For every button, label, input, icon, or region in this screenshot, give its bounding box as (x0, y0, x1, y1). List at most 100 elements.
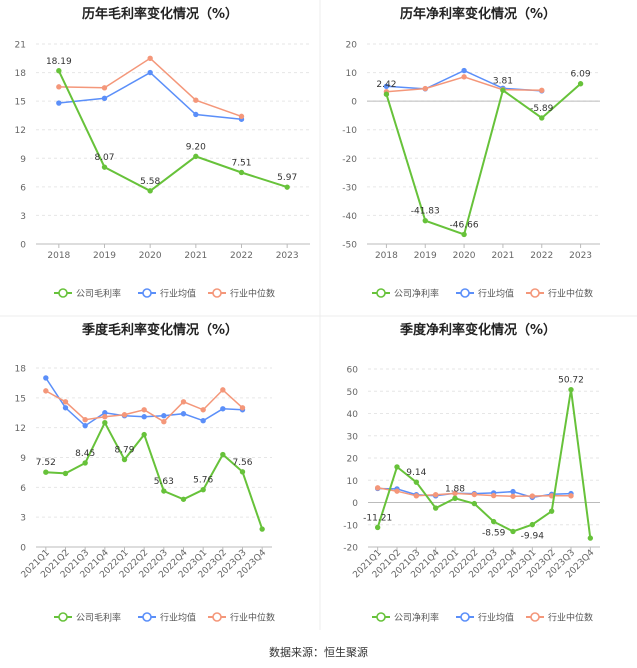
data-point (82, 460, 88, 466)
data-point (422, 85, 428, 92)
series-line (57, 70, 288, 193)
data-point (422, 217, 428, 224)
series-line (385, 82, 582, 236)
y-tick-label: -10 (342, 126, 357, 136)
x-tick-label: 2023 (569, 251, 592, 261)
data-point (374, 524, 381, 531)
data-label: 7.56 (232, 458, 252, 468)
data-label: 7.51 (231, 158, 251, 168)
data-point (490, 492, 497, 499)
y-tick-label: 0 (351, 98, 357, 108)
data-point (413, 493, 420, 499)
series-line (386, 69, 542, 92)
x-tick-label: 2022 (530, 251, 553, 261)
legend-marker (530, 612, 540, 622)
data-point (548, 508, 555, 514)
legend-marker (460, 288, 470, 298)
data-point (220, 387, 226, 393)
y-tick-label: 12 (15, 424, 26, 434)
data-point (101, 95, 108, 101)
legend-label: 公司净利率 (394, 288, 439, 300)
data-point (147, 55, 153, 61)
data-point (121, 412, 128, 418)
legend-item-avg: 行业均值 (138, 288, 196, 300)
data-point (510, 493, 516, 499)
data-point (394, 464, 400, 470)
x-tick-label: 2021 (184, 251, 207, 261)
data-label: 3.81 (493, 76, 513, 86)
data-point (510, 528, 516, 535)
data-point (568, 493, 574, 499)
data-label: 8.07 (94, 153, 114, 163)
data-label: 9.20 (186, 142, 206, 152)
data-label: 50.72 (558, 376, 584, 386)
data-point (82, 422, 88, 429)
data-point (383, 83, 390, 89)
y-tick-label: -40 (342, 212, 357, 222)
series-company: 18.19 8.07 5.58 9.20 7.51 5.97 (46, 57, 297, 194)
data-point (161, 413, 167, 419)
data-label: -11.21 (363, 513, 392, 523)
data-label: 5.58 (140, 177, 160, 187)
y-tick-label: 50 (347, 388, 359, 398)
data-point (284, 184, 290, 190)
data-label: 5.63 (154, 477, 174, 487)
y-tick-label: -20 (343, 544, 358, 554)
data-point (539, 87, 545, 93)
data-point (180, 411, 187, 417)
data-label: 18.19 (46, 57, 72, 67)
data-point (147, 69, 153, 76)
series-median (374, 485, 574, 499)
data-label: -9.94 (521, 532, 545, 542)
chart-annual-net: 历年净利率变化情况（%） -50 -40 -30 -20 -10 0 10 20 2018 2019… (342, 6, 600, 300)
data-label: 5.76 (193, 476, 213, 486)
y-tick-label: 3 (20, 212, 26, 222)
chart-quarterly-gross: 季度毛利率变化情况（%）03691215182021Q12021Q22021Q3… (15, 322, 275, 624)
chart-title: 季度毛利率变化情况（%） (81, 322, 238, 338)
data-point (529, 521, 536, 528)
data-point (56, 84, 62, 90)
series-line (376, 389, 592, 539)
legend-label: 公司毛利率 (76, 288, 121, 300)
legend-item-median: 行业中位数 (208, 612, 275, 624)
legend-item-avg: 行业均值 (138, 612, 196, 624)
data-label: -5.89 (530, 104, 554, 114)
y-tick-label: -50 (342, 241, 357, 251)
y-tick-label: 10 (347, 477, 359, 487)
series-avg (43, 375, 246, 429)
y-tick-label: 15 (15, 98, 26, 108)
y-tick-label: 15 (15, 394, 26, 404)
x-tick-label: 2018 (375, 251, 398, 261)
legend-marker (212, 288, 222, 298)
data-point (147, 188, 153, 194)
data-point (238, 169, 245, 176)
x-tick-label: 2019 (93, 251, 116, 261)
data-point (102, 414, 108, 420)
data-point (413, 479, 420, 485)
data-point (56, 100, 62, 106)
y-tick-label: 20 (346, 41, 358, 51)
data-label: -8.59 (482, 529, 506, 539)
series-company: -11.21 9.14 1.88 -8.59 -9.94 50.72 (363, 376, 594, 542)
legend-label: 行业均值 (160, 612, 196, 624)
data-point (577, 81, 584, 87)
chart-annual-gross: 历年毛利率变化情况（%） 0 3 6 9 12 15 18 21 2018 2019 2020 2021… (15, 6, 310, 300)
x-tick-label: 2018 (47, 251, 70, 261)
legend-label: 行业中位数 (548, 612, 593, 624)
y-tick-label: 0 (20, 544, 26, 554)
y-tick-label: 30 (347, 432, 359, 442)
data-point (461, 231, 467, 238)
legend-label: 行业均值 (478, 612, 514, 624)
data-point (62, 405, 69, 411)
y-tick-label: 21 (15, 41, 26, 51)
y-tick-label: 9 (20, 155, 26, 165)
legend-label: 行业中位数 (230, 612, 275, 624)
data-point (193, 97, 199, 103)
data-point (62, 399, 69, 405)
legend-item-company: 公司毛利率 (54, 612, 121, 624)
data-point (62, 470, 69, 477)
data-point (180, 496, 187, 502)
data-point (239, 405, 246, 411)
